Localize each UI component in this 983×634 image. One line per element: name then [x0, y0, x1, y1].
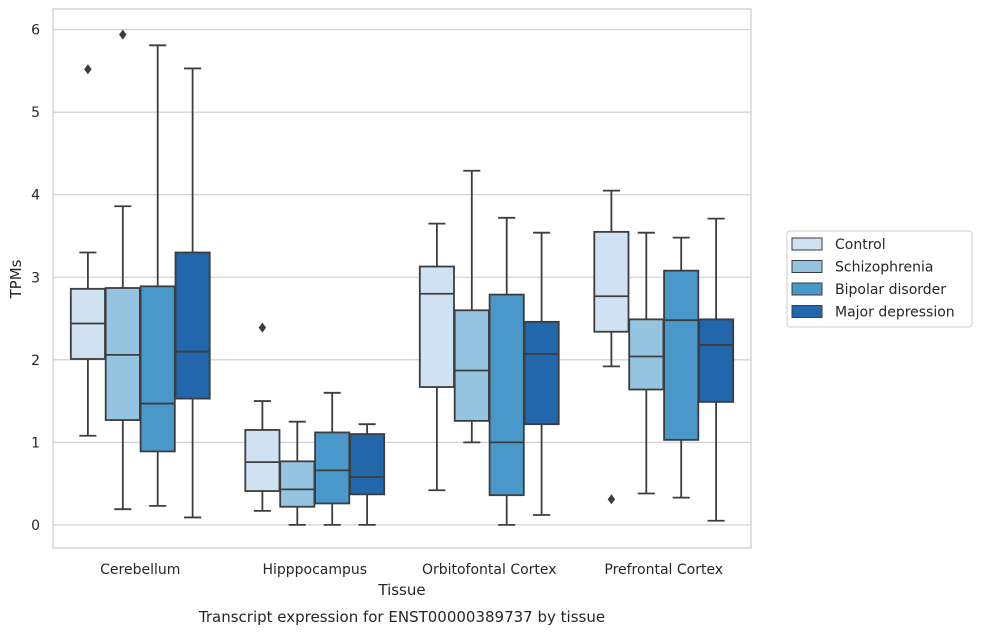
box-plot-series: [69, 29, 735, 526]
legend-label-3: Major depression: [835, 305, 955, 321]
box-1-1: [279, 420, 316, 526]
outlier-point: [84, 64, 92, 75]
box-1-2: [453, 169, 490, 444]
legend-frame: [786, 230, 973, 328]
legend-swatch-3: [791, 305, 823, 318]
box-iqr: [349, 433, 386, 496]
box-0-1: [244, 322, 281, 512]
y-tick-label-3: 3: [31, 270, 40, 286]
y-tick-label-2: 2: [31, 353, 40, 369]
box-2-0: [139, 44, 176, 507]
x-tick-label-0: Cerebellum: [100, 562, 180, 578]
x-axis-ticks: Cerebellum Hipppocampus Orbitofontal Corte…: [100, 562, 723, 578]
box-iqr: [488, 293, 525, 497]
box-2-2: [488, 216, 525, 526]
box-iqr: [418, 265, 455, 388]
x-tick-label-2: Orbitofontal Cortex: [422, 562, 557, 578]
box-1-3: [628, 231, 665, 495]
legend-swatch-1: [791, 260, 823, 273]
box-iqr: [663, 269, 700, 441]
box-iqr: [593, 230, 630, 333]
box-3-1: [349, 423, 386, 526]
x-tick-label-3: Prefrontal Cortex: [604, 562, 723, 578]
box-iqr: [523, 320, 560, 426]
box-iqr: [174, 251, 211, 400]
legend: Control Schizophrenia Bipolar disorder Majo…: [786, 230, 973, 328]
box-3-2: [523, 231, 560, 516]
x-tick-label-1: Hipppocampus: [262, 562, 367, 578]
outlier-point: [119, 29, 127, 40]
legend-label-0: Control: [835, 237, 886, 253]
box-0-0: [69, 64, 106, 437]
box-iqr: [453, 309, 490, 422]
legend-swatch-2: [791, 282, 823, 296]
plot-frame: [52, 8, 752, 549]
box-1-0: [104, 29, 141, 511]
y-tick-label-5: 5: [31, 105, 40, 121]
chart-caption: Transcript expression for ENST0000038973…: [198, 608, 605, 626]
box-iqr: [698, 318, 735, 403]
outlier-point: [607, 494, 616, 505]
box-2-1: [314, 391, 351, 526]
box-0-2: [418, 222, 455, 492]
y-tick-label-4: 4: [31, 188, 40, 204]
legend-swatch-0: [791, 237, 823, 251]
y-tick-label-0: 0: [31, 518, 40, 534]
box-iqr: [139, 285, 176, 453]
y-axis-ticks: 0 1 2 3 4 5 6: [31, 23, 40, 534]
box-iqr: [244, 429, 281, 492]
box-0-3: [593, 189, 630, 505]
box-2-3: [663, 236, 700, 499]
box-iqr: [314, 431, 351, 505]
y-tick-label-6: 6: [31, 23, 40, 39]
box-iqr: [628, 318, 665, 391]
box-3-3: [698, 217, 735, 522]
box-iqr: [279, 460, 316, 508]
y-tick-label-1: 1: [31, 435, 40, 451]
legend-label-1: Schizophrenia: [835, 260, 933, 276]
box-3-0: [174, 67, 211, 519]
outlier-point: [258, 322, 267, 333]
y-axis-label: TPMs: [7, 259, 25, 299]
legend-label-2: Bipolar disorder: [835, 282, 946, 298]
x-axis-label: Tissue: [377, 581, 425, 599]
